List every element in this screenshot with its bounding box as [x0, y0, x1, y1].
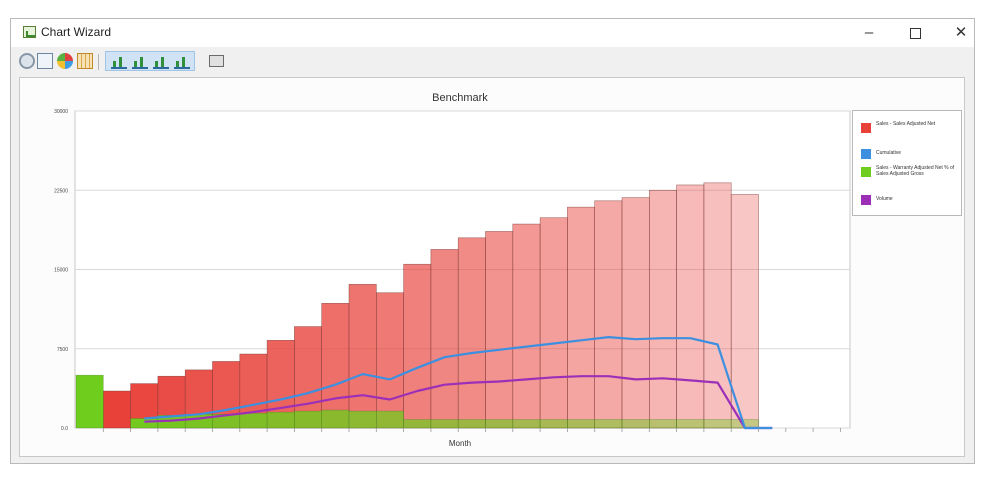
chart-wizard-window: Chart Wizard – ✕ Benchmark Month 0.0 7500…	[10, 18, 975, 464]
y-tick-label: 7500	[57, 347, 68, 353]
bar-warranty	[539, 419, 568, 429]
palette-icon[interactable]	[57, 53, 73, 69]
bar-sales	[103, 390, 131, 429]
grid-icon[interactable]	[77, 53, 93, 69]
bar-warranty	[403, 419, 432, 429]
bar-sales	[375, 292, 404, 429]
bar-sales	[457, 237, 486, 429]
y-tick-label: 15000	[54, 268, 68, 274]
chart-svg: Benchmark Month 0.0 7500 15000 22500 30000	[54, 92, 851, 448]
bar-warranty	[512, 419, 541, 429]
app-chart-icon	[23, 26, 36, 38]
maximize-icon	[909, 28, 921, 39]
bar-sales	[485, 231, 514, 429]
bar-warranty	[376, 410, 404, 429]
maximize-button[interactable]	[893, 19, 937, 47]
y-tick-label: 30000	[54, 109, 68, 115]
bar-sales	[594, 200, 623, 429]
chart-panel: Benchmark Month 0.0 7500 15000 22500 30000 S…	[19, 77, 965, 457]
bar-sales	[539, 217, 568, 429]
chart-type-group	[105, 51, 195, 71]
bar-warranty	[567, 419, 595, 429]
bar-sales	[676, 184, 705, 429]
area-chart-icon[interactable]	[132, 55, 148, 69]
toolbar-separator	[98, 54, 99, 70]
chart-legend: Sales - Sales Adjusted Net Cumulative Sa…	[852, 110, 962, 216]
legend-swatch	[861, 149, 871, 159]
bar-sales	[348, 283, 377, 429]
bar-warranty	[594, 419, 623, 429]
legend-swatch	[861, 195, 871, 205]
bar-warranty	[703, 419, 732, 429]
ticks-layer: 0.0 7500 15000 22500 30000	[54, 109, 841, 432]
line-volume	[144, 375, 773, 430]
bar-sales	[730, 194, 759, 429]
legend-label: Cumulative	[876, 150, 902, 156]
y-tick-label: 22500	[54, 188, 68, 194]
bar-warranty	[676, 419, 705, 429]
minimize-button[interactable]: –	[864, 24, 874, 41]
legend-swatch	[861, 123, 871, 133]
bar-sales	[567, 206, 596, 429]
bar-sales	[703, 182, 732, 429]
window-title: Chart Wizard	[41, 25, 112, 39]
bar-sales	[430, 249, 459, 429]
toolbar	[11, 49, 974, 75]
area-chart-icon[interactable]	[111, 55, 127, 69]
area-chart-icon[interactable]	[153, 55, 169, 69]
bar-warranty	[266, 411, 295, 429]
bar-warranty	[457, 419, 486, 429]
bar-warranty	[348, 410, 377, 429]
chart-title: Benchmark	[432, 92, 488, 104]
bar-warranty	[649, 419, 677, 429]
bar-warranty	[130, 418, 159, 429]
bar-warranty	[430, 419, 459, 429]
x-axis-label: Month	[449, 439, 471, 448]
close-button[interactable]: ✕	[954, 24, 968, 41]
area-chart-icon[interactable]	[174, 55, 190, 69]
bar-sales	[512, 223, 541, 429]
bar-sales	[621, 197, 650, 429]
chart-icon[interactable]	[37, 53, 53, 69]
bar-warranty	[321, 409, 350, 429]
legend-label: Volume	[876, 196, 893, 202]
line-cumulative	[144, 336, 773, 430]
bar-warranty	[485, 419, 514, 429]
gear-icon[interactable]	[19, 53, 35, 69]
legend-label: Sales - Sales Adjusted Net	[876, 121, 936, 127]
bar-sales	[648, 189, 677, 429]
bar-warranty	[239, 412, 268, 429]
export-icon[interactable]	[209, 55, 224, 67]
legend-label: Sales - Warranty Adjusted Net % of Sales…	[876, 165, 955, 177]
title-bar: Chart Wizard – ✕	[11, 19, 974, 47]
bar-warranty	[294, 410, 322, 429]
bar-sales	[321, 303, 350, 429]
bar-sales	[403, 263, 432, 429]
bar-warranty	[75, 374, 104, 429]
lines-layer	[144, 336, 773, 430]
y-tick-label: 0.0	[61, 426, 68, 432]
bar-warranty	[621, 419, 650, 429]
legend-swatch	[861, 167, 871, 177]
